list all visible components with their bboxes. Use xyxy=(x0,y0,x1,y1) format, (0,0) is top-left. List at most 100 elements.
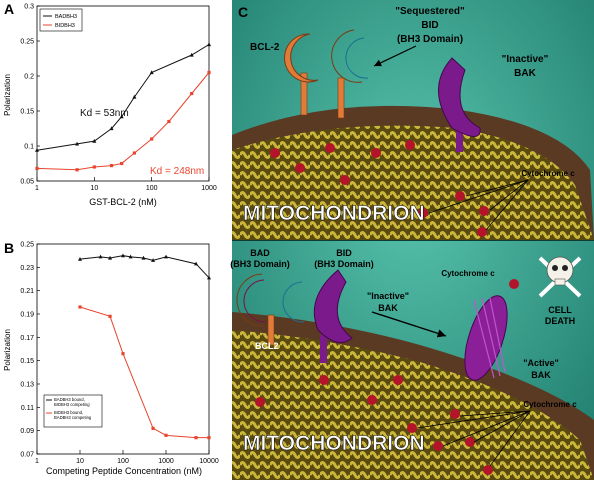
bid-bh3 xyxy=(282,281,305,323)
panel-b-series xyxy=(78,253,211,440)
x-tick-label: 1000 xyxy=(201,185,217,192)
bad-bh3 xyxy=(243,279,267,323)
bak-label-top-1: "Inactive" xyxy=(502,54,549,65)
top-mitochondrion: MITOCHONDRION xyxy=(232,105,594,240)
inactive-bak-bottom-label-1: "Inactive" xyxy=(367,291,409,301)
data-point xyxy=(98,254,103,259)
x-tick-label: 1 xyxy=(35,185,39,192)
bottom-mito-label: MITOCHONDRION xyxy=(243,432,425,455)
data-point xyxy=(151,258,156,262)
panel-b-chart: B 0.070.090.110.130.150.170.190.210.230.… xyxy=(3,240,219,476)
data-point xyxy=(128,254,133,259)
bcl2-bottom xyxy=(236,273,275,346)
x-tick-label: 100 xyxy=(117,458,129,465)
panel-b-label: B xyxy=(4,240,14,256)
data-point xyxy=(35,166,39,170)
bad-label-2: (BH3 Domain) xyxy=(230,259,290,269)
data-point xyxy=(190,91,194,96)
panel-c-label: C xyxy=(238,4,248,20)
bcl2-label-top: BCL-2 xyxy=(250,42,280,53)
data-point xyxy=(141,255,146,260)
x-tick-label: 10 xyxy=(90,185,98,192)
panel-b-x-ticks: 1 10 100 1000 10000 xyxy=(35,450,219,465)
bid-label-top-3: (BH3 Domain) xyxy=(397,34,463,45)
data-point xyxy=(108,255,113,260)
bid-label-bottom-1: BID xyxy=(336,248,352,258)
x-tick-label: 10000 xyxy=(199,458,219,465)
activation-arrow xyxy=(371,311,447,338)
legend-b-series2: BIDBH3 bound, BADBH3 competing xyxy=(54,410,92,420)
data-point xyxy=(120,161,124,166)
data-point xyxy=(194,436,198,440)
top-cytochrome-dots xyxy=(270,140,489,237)
bid-label-top-1: "Sequestered" xyxy=(395,6,465,17)
bid-label-top-2: BID xyxy=(421,20,438,31)
data-point xyxy=(75,141,80,146)
data-point xyxy=(121,253,125,258)
panel-a-y-ticks: 0.05 0.1 0.15 0.2 0.25 0.3 xyxy=(20,4,40,186)
bcl2-top-right xyxy=(331,29,369,119)
bad-label-1: BAD xyxy=(250,248,270,258)
x-tick-label: 10 xyxy=(76,458,84,465)
annotation-kd-bid: Kd = 248nm xyxy=(150,166,204,177)
data-point xyxy=(207,436,211,440)
series-line-2 xyxy=(36,72,210,171)
bid-arrow xyxy=(373,45,417,67)
y-tick-label: 0.07 xyxy=(20,452,34,459)
legend-badbh3: BADBH3 xyxy=(55,14,77,20)
bottom-cytochrome-dots xyxy=(255,279,519,475)
panel-b-xlabel: Competing Peptide Concentration (nM) xyxy=(46,466,202,476)
series-line-1 xyxy=(79,255,210,279)
y-tick-label: 0.11 xyxy=(21,405,34,412)
data-point xyxy=(207,275,211,280)
annotation-kd-bad: Kd = 53nm xyxy=(80,108,129,119)
data-point xyxy=(164,433,168,437)
y-tick-label: 0.1 xyxy=(24,144,34,151)
top-mito-label: MITOCHONDRION xyxy=(243,202,425,225)
data-point xyxy=(78,305,82,309)
cyto-free-label: Cytochrome c xyxy=(441,269,495,278)
panel-a-legend: BADBH3 BIDBH3 xyxy=(39,8,83,32)
data-point xyxy=(78,256,82,261)
data-point xyxy=(35,148,39,152)
data-point xyxy=(132,151,137,155)
cytochrome-label-top: Cytochrome c xyxy=(521,169,575,178)
panel-a-x-ticks: 1 10 100 1000 xyxy=(35,177,217,192)
panel-b-legend: BADBH3 bound, BIDBH3 competing BIDBH3 bou… xyxy=(43,394,103,428)
x-tick-label: 1 xyxy=(35,458,39,465)
y-tick-label: 0.15 xyxy=(20,358,34,365)
y-tick-label: 0.13 xyxy=(20,382,34,389)
active-bak xyxy=(464,295,508,381)
cell-death-label-2: DEATH xyxy=(545,316,575,326)
y-tick-label: 0.09 xyxy=(20,428,34,435)
data-point xyxy=(164,254,168,259)
panel-a-label: A xyxy=(4,1,14,17)
panel-c-diagram: C MITOCHONDRION xyxy=(230,0,594,480)
y-tick-label: 0.21 xyxy=(20,288,34,295)
data-point xyxy=(194,261,199,266)
data-point xyxy=(92,165,96,169)
data-point xyxy=(121,352,125,356)
y-tick-label: 0.19 xyxy=(20,312,34,319)
data-point xyxy=(108,314,112,318)
panel-a-chart: A 0.05 0.1 0.15 0.2 0.25 0.3 1 10 100 1000 Polar… xyxy=(3,1,217,207)
y-tick-label: 0.2 xyxy=(24,74,34,81)
legend-bidbh3: BIDBH3 xyxy=(55,23,75,29)
cytochrome-pointer-lines-top xyxy=(428,179,529,231)
data-point xyxy=(149,70,154,75)
panel-a-series xyxy=(35,42,211,172)
y-tick-label: 0.15 xyxy=(20,109,34,116)
panel-a-xlabel: GST-BCL-2 (nM) xyxy=(89,197,157,207)
inactive-bak-bottom xyxy=(313,269,353,363)
released-cytochrome-dot xyxy=(509,279,519,289)
cell-death-label-1: CELL xyxy=(548,305,572,315)
panel-a-ylabel: Polarization xyxy=(3,74,12,116)
cytochrome-label-bottom: Cytochrome c xyxy=(523,400,577,409)
active-bak-label-2: BAK xyxy=(531,370,551,380)
active-bak-label-1: "Active" xyxy=(523,358,559,368)
skull-crossbones-icon xyxy=(538,256,582,298)
inactive-bak-bottom-label-2: BAK xyxy=(378,303,398,313)
bak-label-top-2: BAK xyxy=(514,68,536,79)
y-tick-label: 0.3 xyxy=(24,4,34,11)
